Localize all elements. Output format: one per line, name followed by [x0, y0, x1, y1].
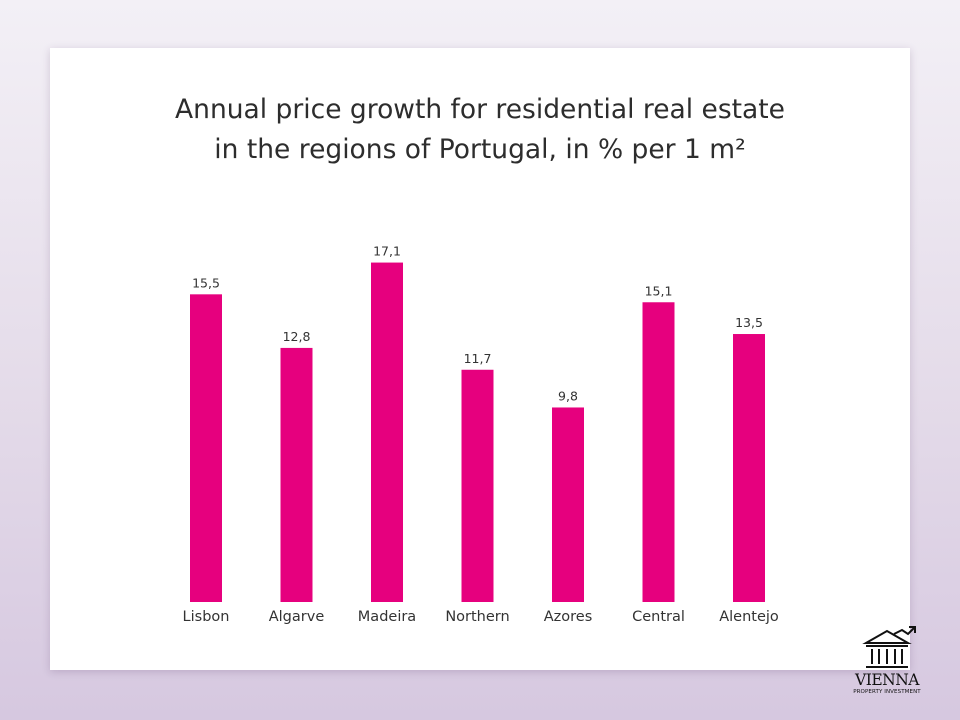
value-label-northern: 11,7 — [464, 351, 492, 366]
vienna-logo: VIENNA PROPERTY INVESTMENT — [842, 626, 932, 702]
chart-card: Annual price growth for residential real… — [50, 48, 910, 670]
value-label-lisbon: 15,5 — [192, 275, 220, 290]
category-label-madeira: Madeira — [358, 609, 416, 625]
category-label-lisbon: Lisbon — [183, 609, 230, 625]
value-label-azores: 9,8 — [558, 388, 578, 403]
bar-algarve — [280, 347, 313, 602]
chart-title-line-1: Annual price growth for residential real… — [175, 94, 785, 125]
building-columns-icon — [862, 626, 916, 668]
chart-title-line-2: in the regions of Portugal, in % per 1 m… — [214, 134, 746, 165]
value-label-alentejo: 13,5 — [735, 315, 763, 330]
category-label-azores: Azores — [544, 609, 593, 625]
bar-alentejo — [733, 334, 765, 602]
trend-arrow-icon — [893, 626, 916, 636]
logo-tagline: PROPERTY INVESTMENT — [853, 689, 921, 695]
bar-madeira — [371, 262, 403, 602]
bar-chart: 15,5 Lisbon 12,8 Algarve 17,1 Madeira 11,7 Nort… — [183, 244, 779, 625]
bar-northern — [461, 369, 494, 602]
category-label-northern: Northern — [445, 609, 509, 625]
value-label-central: 15,1 — [645, 283, 673, 298]
bar-lisbon — [190, 294, 222, 602]
category-label-alentejo: Alentejo — [719, 609, 779, 625]
chart-title: Annual price growth for residential real… — [50, 90, 910, 170]
value-label-madeira: 17,1 — [373, 244, 401, 259]
bar-central — [642, 302, 675, 602]
bar-azores — [552, 407, 584, 602]
category-label-algarve: Algarve — [269, 609, 325, 625]
logo-name: VIENNA — [855, 671, 919, 689]
category-label-central: Central — [632, 609, 685, 625]
value-label-algarve: 12,8 — [283, 329, 311, 344]
